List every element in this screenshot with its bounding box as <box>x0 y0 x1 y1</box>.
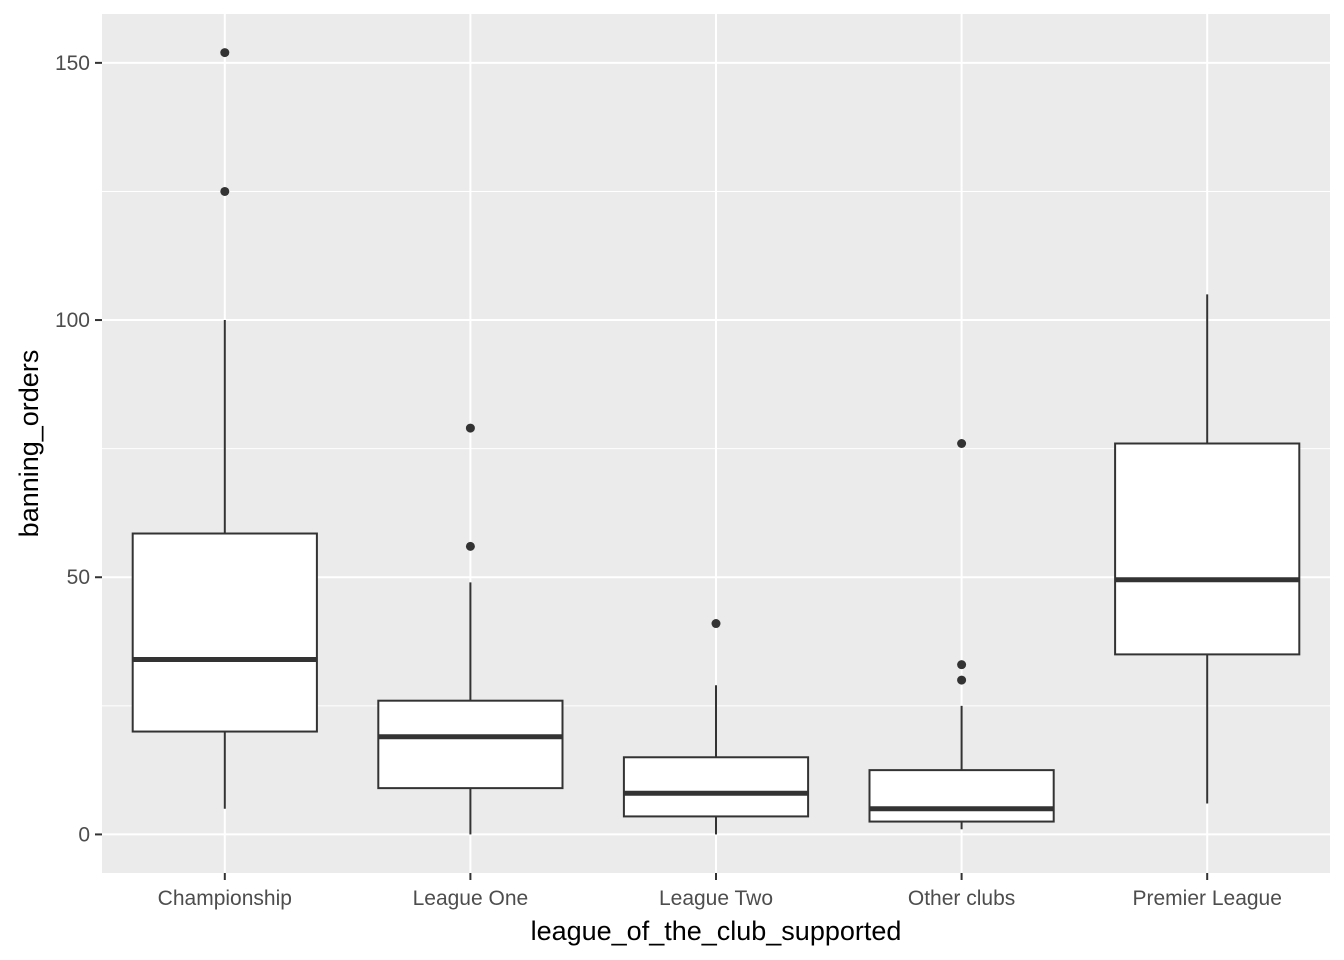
y-tick-label: 50 <box>67 566 90 589</box>
iqr-box <box>1114 442 1301 656</box>
outlier-point <box>711 619 721 629</box>
box-other-clubs <box>868 439 1055 830</box>
y-tick-label: 150 <box>55 52 90 75</box>
iqr-box <box>868 769 1055 823</box>
outlier-point <box>220 48 230 58</box>
x-tick-label: Other clubs <box>908 887 1015 910</box>
x-tick-label: League One <box>413 887 529 910</box>
box-league-two <box>622 619 810 835</box>
outlier-point <box>465 541 475 551</box>
x-tick-label: Premier League <box>1132 887 1281 910</box>
outlier-point <box>220 186 230 196</box>
x-tick-label: Championship <box>158 887 292 910</box>
boxes <box>131 48 1301 835</box>
outlier-point <box>957 439 967 448</box>
iqr-box <box>622 756 810 818</box>
y-tick-label: 0 <box>78 823 90 846</box>
x-tick-label: League Two <box>659 887 773 910</box>
axes: 0 50 100 150 Championship League One League Tw… <box>55 52 1282 910</box>
y-tick-label: 100 <box>55 309 90 332</box>
iqr-box <box>377 699 564 790</box>
outlier-point <box>465 423 475 433</box>
box-premier-league <box>1114 294 1301 804</box>
y-axis-title: banning_orders <box>14 350 44 538</box>
outlier-point <box>957 660 967 670</box>
box-championship <box>131 48 318 809</box>
outlier-point <box>957 675 967 685</box>
x-axis-title: league_of_the_club_supported <box>531 916 902 946</box>
box-league-one <box>377 423 564 835</box>
iqr-box <box>131 532 318 733</box>
